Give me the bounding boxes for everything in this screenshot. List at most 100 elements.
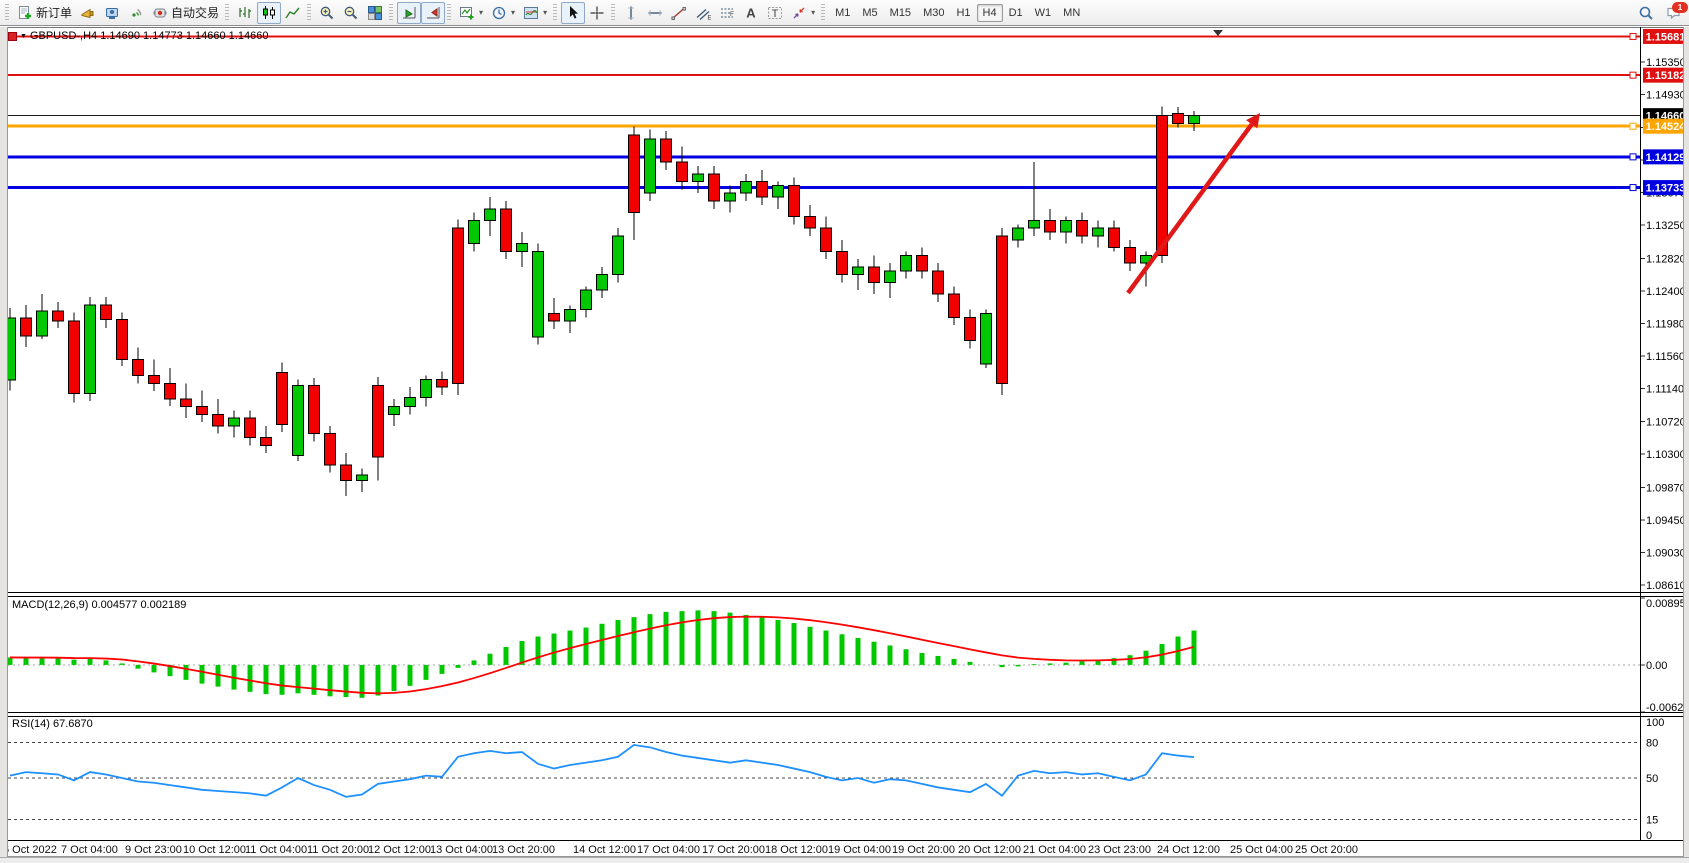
periods-clock-icon xyxy=(492,6,506,19)
timeframe-h1-button[interactable]: H1 xyxy=(956,6,971,19)
chevron-down-icon[interactable]: ▾ xyxy=(811,8,816,17)
macd-name: MACD(12,26,9) xyxy=(12,599,89,611)
timeframe-m15-button[interactable]: M15 xyxy=(889,6,912,19)
trendline-button[interactable] xyxy=(667,2,691,24)
svg-text:1.11140: 1.11140 xyxy=(1646,384,1684,396)
fibonacci-button[interactable]: F xyxy=(715,2,739,24)
svg-text:1.10300: 1.10300 xyxy=(1646,449,1686,461)
toolbar-grip[interactable] xyxy=(225,3,230,22)
cursor-icon xyxy=(570,5,579,19)
timeframe-m30-button[interactable]: M30 xyxy=(923,6,945,19)
toolbar-grip[interactable] xyxy=(553,3,558,22)
autotrade-button[interactable]: 自动交易 xyxy=(148,2,223,24)
rsi-label: RSI(14) 67.6870 xyxy=(12,718,93,730)
macd-axis: 0.00895 0.00 -0.006299 xyxy=(1641,597,1689,714)
svg-text:11 Oct 20:00: 11 Oct 20:00 xyxy=(307,844,369,856)
timeframe-m1-button[interactable]: M1 xyxy=(835,6,851,19)
toolbar-grip[interactable] xyxy=(389,3,394,22)
cursor-button[interactable] xyxy=(561,1,586,24)
text-a-button[interactable]: A xyxy=(739,2,763,24)
hline-handle[interactable] xyxy=(1629,184,1637,192)
svg-text:1.13250: 1.13250 xyxy=(1646,220,1686,232)
timeframe-d1-button[interactable]: D1 xyxy=(1008,6,1023,19)
svg-text:0: 0 xyxy=(1646,830,1652,842)
notifications-button[interactable]: 1 xyxy=(1664,2,1688,23)
trend-arrow[interactable] xyxy=(1126,113,1260,295)
svg-text:1.11560: 1.11560 xyxy=(1646,351,1685,363)
svg-text:9 Oct 23:00: 9 Oct 23:00 xyxy=(125,844,182,856)
toolbar-grip[interactable] xyxy=(5,3,9,22)
svg-text:25 Oct 04:00: 25 Oct 04:00 xyxy=(1230,844,1293,856)
svg-text:19 Oct 20:00: 19 Oct 20:00 xyxy=(892,844,955,856)
hline-handle[interactable] xyxy=(1629,153,1637,161)
crosshair-button[interactable] xyxy=(585,2,609,24)
signals-icon xyxy=(132,8,142,17)
add-indicator-icon xyxy=(460,6,474,19)
svg-text:1.12400: 1.12400 xyxy=(1646,286,1686,298)
svg-text:-0.006299: -0.006299 xyxy=(1646,702,1689,714)
svg-text:12 Oct 12:00: 12 Oct 12:00 xyxy=(368,844,431,856)
search-icon xyxy=(1639,6,1653,20)
hline-handle[interactable] xyxy=(1629,71,1637,79)
templates-icon xyxy=(524,6,539,19)
new-order-icon xyxy=(19,5,31,19)
macd-label: MACD(12,26,9) 0.004577 0.002189 xyxy=(12,599,186,611)
svg-text:7 Oct 04:00: 7 Oct 04:00 xyxy=(61,844,118,856)
svg-text:100: 100 xyxy=(1646,717,1664,729)
chevron-down-icon[interactable]: ▾ xyxy=(479,8,484,17)
community-icon xyxy=(106,7,119,19)
text-a-icon: A xyxy=(746,5,756,20)
macd-value-main: 0.004577 xyxy=(91,599,138,611)
horizontal-lines[interactable] xyxy=(8,32,1640,192)
svg-text:11 Oct 04:00: 11 Oct 04:00 xyxy=(245,844,307,856)
arrows-button[interactable]: ▾ xyxy=(787,2,819,24)
hline-button[interactable] xyxy=(643,2,667,24)
chevron-down-icon[interactable]: ▾ xyxy=(543,8,548,17)
templates-button[interactable]: ▾ xyxy=(519,2,551,24)
rsi-name: RSI(14) xyxy=(12,718,50,730)
chart-canvas[interactable]: 1.153501.149301.145101.140901.136701.132… xyxy=(0,27,1689,857)
toolbar-grip[interactable] xyxy=(821,3,826,22)
search-button[interactable] xyxy=(1634,2,1658,24)
tile-windows-button[interactable] xyxy=(363,2,387,24)
svg-text:1.15182: 1.15182 xyxy=(1646,70,1686,82)
toolbar-grip[interactable] xyxy=(447,3,452,22)
timeframe-m5-button[interactable]: M5 xyxy=(862,6,878,19)
chevron-down-icon[interactable]: ▾ xyxy=(511,8,516,17)
timeframe-h4-button[interactable]: H4 xyxy=(976,3,1003,22)
text-label-button[interactable]: T xyxy=(763,2,787,24)
line-chart-icon xyxy=(285,7,300,18)
hline-handle[interactable] xyxy=(1629,122,1637,130)
chart-shift-marker-icon[interactable] xyxy=(1213,30,1223,36)
timeframe-mn-button[interactable]: MN xyxy=(1063,6,1081,19)
add-indicator-button[interactable]: ▾ xyxy=(455,2,487,24)
hline-handle[interactable] xyxy=(1629,32,1637,40)
zoom-out-button[interactable] xyxy=(339,2,363,24)
zoom-in-button[interactable] xyxy=(315,2,339,24)
svg-text:25 Oct 20:00: 25 Oct 20:00 xyxy=(1295,844,1358,856)
new-order-button[interactable]: 新订单 xyxy=(13,2,76,24)
svg-text:14 Oct 12:00: 14 Oct 12:00 xyxy=(573,844,636,856)
candles-chart-button[interactable] xyxy=(257,1,282,24)
signals-button[interactable] xyxy=(124,2,148,24)
svg-text:10 Oct 12:00: 10 Oct 12:00 xyxy=(183,844,246,856)
periods-clock-button[interactable]: ▾ xyxy=(487,2,519,24)
auto-scroll-icon xyxy=(403,6,416,18)
community-button[interactable] xyxy=(100,2,124,24)
toolbar-grip[interactable] xyxy=(307,3,312,22)
vline-button[interactable] xyxy=(619,2,643,24)
svg-text:1.15350: 1.15350 xyxy=(1646,57,1686,69)
megaphone-button[interactable] xyxy=(76,2,100,24)
channel-button[interactable]: E xyxy=(691,2,715,24)
toolbar-grip[interactable] xyxy=(611,3,616,22)
timeframe-w1-button[interactable]: W1 xyxy=(1034,6,1052,19)
svg-text:1.08610: 1.08610 xyxy=(1646,580,1686,592)
bars-chart-button[interactable] xyxy=(233,2,257,24)
svg-text:0.00895: 0.00895 xyxy=(1646,598,1686,610)
auto-scroll-button[interactable] xyxy=(397,1,422,24)
candlestick-series xyxy=(4,106,1200,496)
svg-text:T: T xyxy=(772,8,779,20)
chart-shift-button[interactable] xyxy=(421,1,446,24)
chart-background xyxy=(0,27,1689,857)
line-chart-button[interactable] xyxy=(281,2,305,24)
